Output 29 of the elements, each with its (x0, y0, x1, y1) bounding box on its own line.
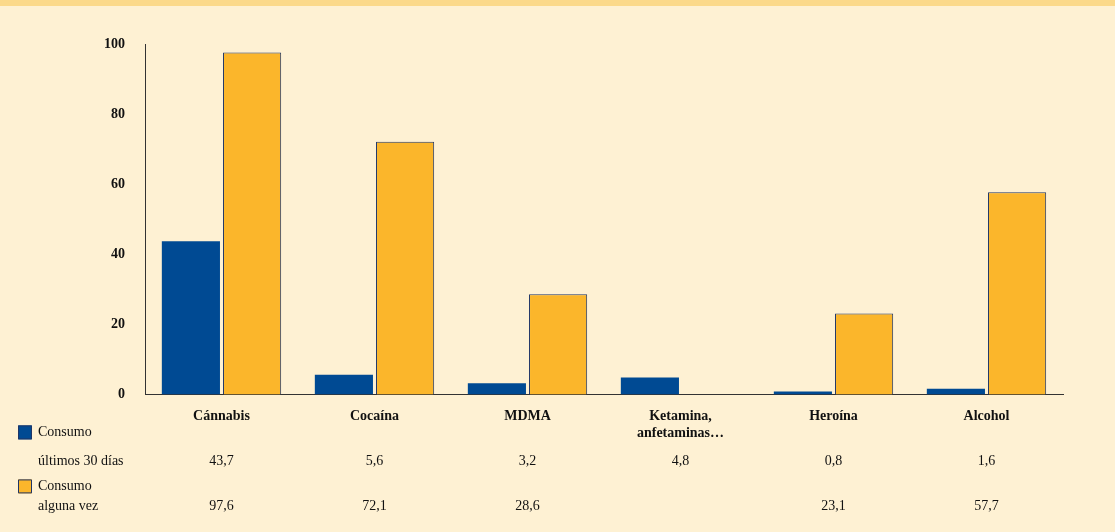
data-label: 5,6 (365, 453, 384, 469)
legend-label: Consumo alguna vez (38, 478, 99, 514)
y-tick-label: 80 (111, 105, 125, 121)
data-label: 4,8 (671, 453, 690, 469)
x-tick-label: Cánnabis (193, 408, 251, 424)
x-tick-label: Cocaína (350, 408, 399, 424)
x-tick-label: Alcohol (963, 408, 1010, 424)
data-label: 72,1 (362, 498, 387, 514)
data-label: 1,6 (977, 453, 996, 469)
data-label: 57,7 (974, 498, 999, 514)
bar (620, 377, 679, 395)
bar (467, 383, 526, 395)
y-tick-label: 60 (111, 175, 125, 191)
data-label: 0,8 (824, 453, 843, 469)
y-tick-label: 20 (111, 315, 125, 331)
x-tick-label: MDMA (504, 408, 552, 424)
data-label: 43,7 (209, 453, 234, 469)
bar (161, 241, 220, 395)
x-tick-label: Heroína (809, 408, 858, 424)
data-label: 28,6 (515, 498, 540, 514)
data-label: 23,1 (821, 498, 846, 514)
legend-label: Consumo últimos 30 días (38, 424, 124, 469)
y-tick-label: 100 (104, 35, 125, 51)
y-tick-label: 0 (118, 386, 125, 402)
data-label: 3,2 (518, 453, 537, 469)
x-tick-label: Ketamina, anfetaminas… (636, 408, 725, 441)
bar (314, 374, 373, 395)
data-label: 97,6 (209, 498, 234, 514)
y-tick-label: 40 (111, 245, 125, 261)
